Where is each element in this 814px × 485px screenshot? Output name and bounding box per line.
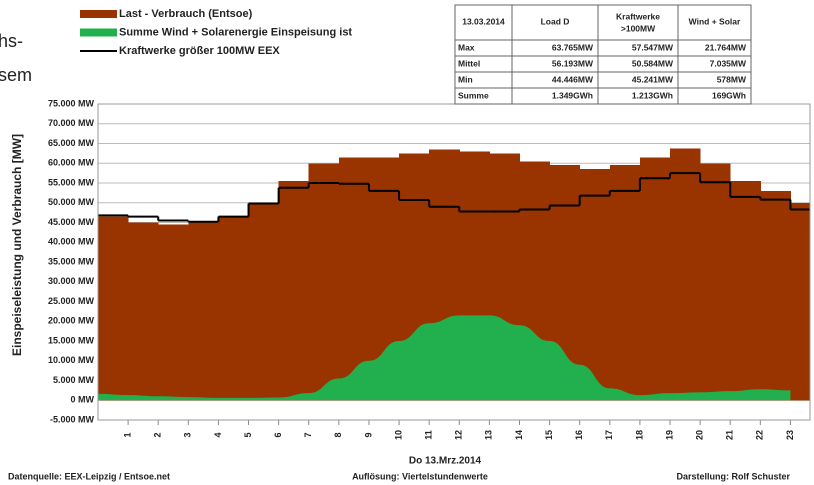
area-step bbox=[98, 216, 129, 401]
table-cell: 578MW bbox=[717, 74, 747, 84]
table-header: Kraftwerke bbox=[616, 11, 660, 21]
table-cell: 50.584MW bbox=[632, 58, 674, 68]
y-tick-label: 55.000 MW bbox=[48, 177, 95, 187]
area-step bbox=[700, 163, 731, 401]
area-step bbox=[158, 224, 189, 401]
table-cell: 169GWh bbox=[712, 90, 746, 100]
y-tick-label: 0 MW bbox=[71, 395, 95, 405]
y-tick-label: 65.000 MW bbox=[48, 138, 95, 148]
x-tick-label: 13 bbox=[484, 430, 494, 440]
x-tick-label: 2 bbox=[153, 432, 163, 437]
area-step bbox=[609, 165, 641, 401]
x-tick-label: 4 bbox=[213, 432, 223, 437]
area-step bbox=[278, 181, 310, 401]
area-step bbox=[338, 157, 370, 401]
table-cell: 45.241MW bbox=[632, 74, 674, 84]
x-tick-label: 5 bbox=[243, 432, 253, 437]
y-tick-label: 35.000 MW bbox=[48, 256, 95, 266]
x-tick-label: 22 bbox=[755, 430, 765, 440]
table-cell: 21.764MW bbox=[705, 42, 747, 52]
x-tick-label: 17 bbox=[604, 430, 614, 440]
footer-text: Darstellung: Rolf Schuster bbox=[676, 471, 790, 481]
table-cell: Mittel bbox=[458, 58, 480, 68]
x-tick-label: 11 bbox=[424, 430, 434, 440]
x-tick-label: 20 bbox=[694, 430, 704, 440]
table-cell: Summe bbox=[458, 90, 489, 100]
x-tick-label: 16 bbox=[574, 430, 584, 440]
area-step bbox=[188, 222, 219, 401]
table-header: Wind + Solar bbox=[689, 16, 741, 26]
table-cell: 44.446MW bbox=[552, 74, 594, 84]
table-cell: 1.349GWh bbox=[552, 90, 593, 100]
footer-text: Auflösung: Viertelstundenwerte bbox=[352, 471, 488, 481]
x-tick-label: 9 bbox=[363, 432, 373, 437]
y-tick-label: 40.000 MW bbox=[48, 237, 95, 247]
table-cell: 63.765MW bbox=[552, 42, 594, 52]
y-tick-label: 15.000 MW bbox=[48, 335, 95, 345]
area-step bbox=[248, 204, 280, 401]
plot-frame bbox=[97, 103, 811, 421]
area-step bbox=[128, 222, 159, 401]
x-tick-label: 6 bbox=[273, 432, 283, 437]
area bbox=[98, 315, 791, 401]
legend-label: Last - Verbrauch (Entsoe) bbox=[119, 8, 253, 20]
area-step bbox=[579, 169, 611, 401]
cropped-text: sem bbox=[0, 65, 32, 85]
table-cell: 7.035MW bbox=[710, 58, 747, 68]
x-tick-label: 1 bbox=[122, 432, 132, 437]
x-tick-label: 23 bbox=[785, 430, 795, 440]
x-tick-label: 15 bbox=[544, 430, 554, 440]
legend-label: Kraftwerke größer 100MW EEX bbox=[119, 45, 280, 57]
x-tick-label: 14 bbox=[514, 430, 524, 440]
table-header: >100MW bbox=[621, 23, 656, 33]
x-tick-label: 12 bbox=[454, 430, 464, 440]
y-tick-label: 50.000 MW bbox=[48, 197, 95, 207]
y-tick-label: -5.000 MW bbox=[50, 414, 95, 424]
area-step bbox=[670, 148, 701, 401]
area-step bbox=[308, 163, 340, 401]
x-tick-label: 18 bbox=[634, 430, 644, 440]
area-step bbox=[730, 181, 761, 401]
table-cell: 57.547MW bbox=[632, 42, 674, 52]
area-step bbox=[218, 216, 250, 401]
footer-text: Datenquelle: EEX-Leipzig / Entsoe.net bbox=[8, 471, 170, 481]
x-tick-label: 19 bbox=[664, 430, 674, 440]
y-axis-label: Einspeiseleistung und Verbrauch [MW] bbox=[10, 134, 24, 356]
legend-swatch bbox=[80, 28, 117, 37]
legend-label: Summe Wind + Solarenergie Einspeisung is… bbox=[119, 26, 352, 38]
y-tick-label: 20.000 MW bbox=[48, 316, 95, 326]
x-tick-label: 7 bbox=[303, 432, 313, 437]
table-cell: 56.193MW bbox=[552, 58, 594, 68]
area-step bbox=[639, 157, 671, 401]
y-tick-label: 75.000 MW bbox=[48, 98, 95, 108]
x-tick-label: 3 bbox=[183, 432, 193, 437]
x-axis-label: Do 13.Mrz.2014 bbox=[409, 456, 482, 467]
area-step bbox=[790, 202, 811, 401]
table-cell: 1.213GWh bbox=[632, 90, 673, 100]
y-tick-label: 30.000 MW bbox=[48, 276, 95, 286]
table-cell: Max bbox=[458, 42, 475, 52]
x-tick-label: 8 bbox=[333, 432, 343, 437]
cropped-text: hs- bbox=[0, 31, 23, 51]
y-tick-label: 10.000 MW bbox=[48, 355, 95, 365]
table-cell: Min bbox=[458, 74, 473, 84]
legend-swatch bbox=[80, 10, 117, 18]
area-step bbox=[760, 190, 791, 401]
y-tick-label: 45.000 MW bbox=[48, 217, 95, 227]
y-tick-label: 5.000 MW bbox=[53, 375, 95, 385]
table-header: 13.03.2014 bbox=[462, 16, 505, 26]
y-tick-label: 60.000 MW bbox=[48, 158, 95, 168]
x-tick-label: 21 bbox=[725, 430, 735, 440]
x-tick-label: 10 bbox=[393, 430, 403, 440]
y-tick-label: 25.000 MW bbox=[48, 296, 95, 306]
table-header: Load D bbox=[541, 16, 570, 26]
y-tick-label: 70.000 MW bbox=[48, 118, 95, 128]
